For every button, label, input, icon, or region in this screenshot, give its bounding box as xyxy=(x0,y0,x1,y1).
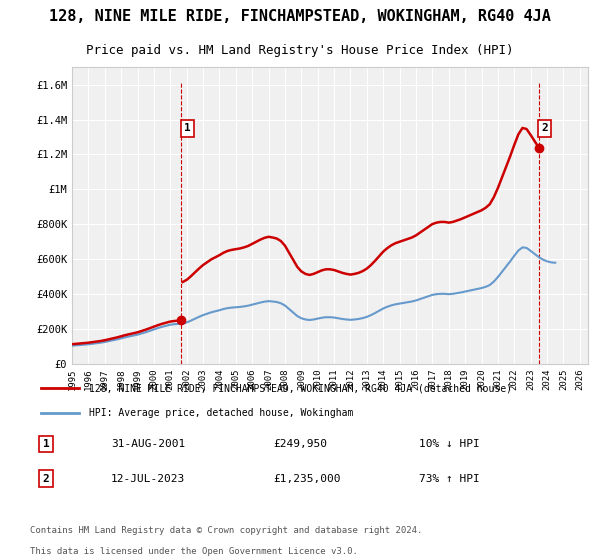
Text: 2: 2 xyxy=(43,474,50,484)
Text: 1: 1 xyxy=(184,123,191,133)
Text: 128, NINE MILE RIDE, FINCHAMPSTEAD, WOKINGHAM, RG40 4JA: 128, NINE MILE RIDE, FINCHAMPSTEAD, WOKI… xyxy=(49,10,551,24)
Text: 128, NINE MILE RIDE, FINCHAMPSTEAD, WOKINGHAM, RG40 4JA (detached house): 128, NINE MILE RIDE, FINCHAMPSTEAD, WOKI… xyxy=(89,383,512,393)
Text: Contains HM Land Registry data © Crown copyright and database right 2024.: Contains HM Land Registry data © Crown c… xyxy=(30,526,422,535)
Text: 1: 1 xyxy=(43,439,50,449)
Text: 31-AUG-2001: 31-AUG-2001 xyxy=(111,439,185,449)
Text: Price paid vs. HM Land Registry's House Price Index (HPI): Price paid vs. HM Land Registry's House … xyxy=(86,44,514,57)
Text: 12-JUL-2023: 12-JUL-2023 xyxy=(111,474,185,484)
Text: 2: 2 xyxy=(541,123,548,133)
Text: £1,235,000: £1,235,000 xyxy=(273,474,341,484)
Text: HPI: Average price, detached house, Wokingham: HPI: Average price, detached house, Woki… xyxy=(89,408,354,418)
Text: 10% ↓ HPI: 10% ↓ HPI xyxy=(419,439,479,449)
Text: 73% ↑ HPI: 73% ↑ HPI xyxy=(419,474,479,484)
Text: This data is licensed under the Open Government Licence v3.0.: This data is licensed under the Open Gov… xyxy=(30,547,358,556)
Text: £249,950: £249,950 xyxy=(273,439,327,449)
